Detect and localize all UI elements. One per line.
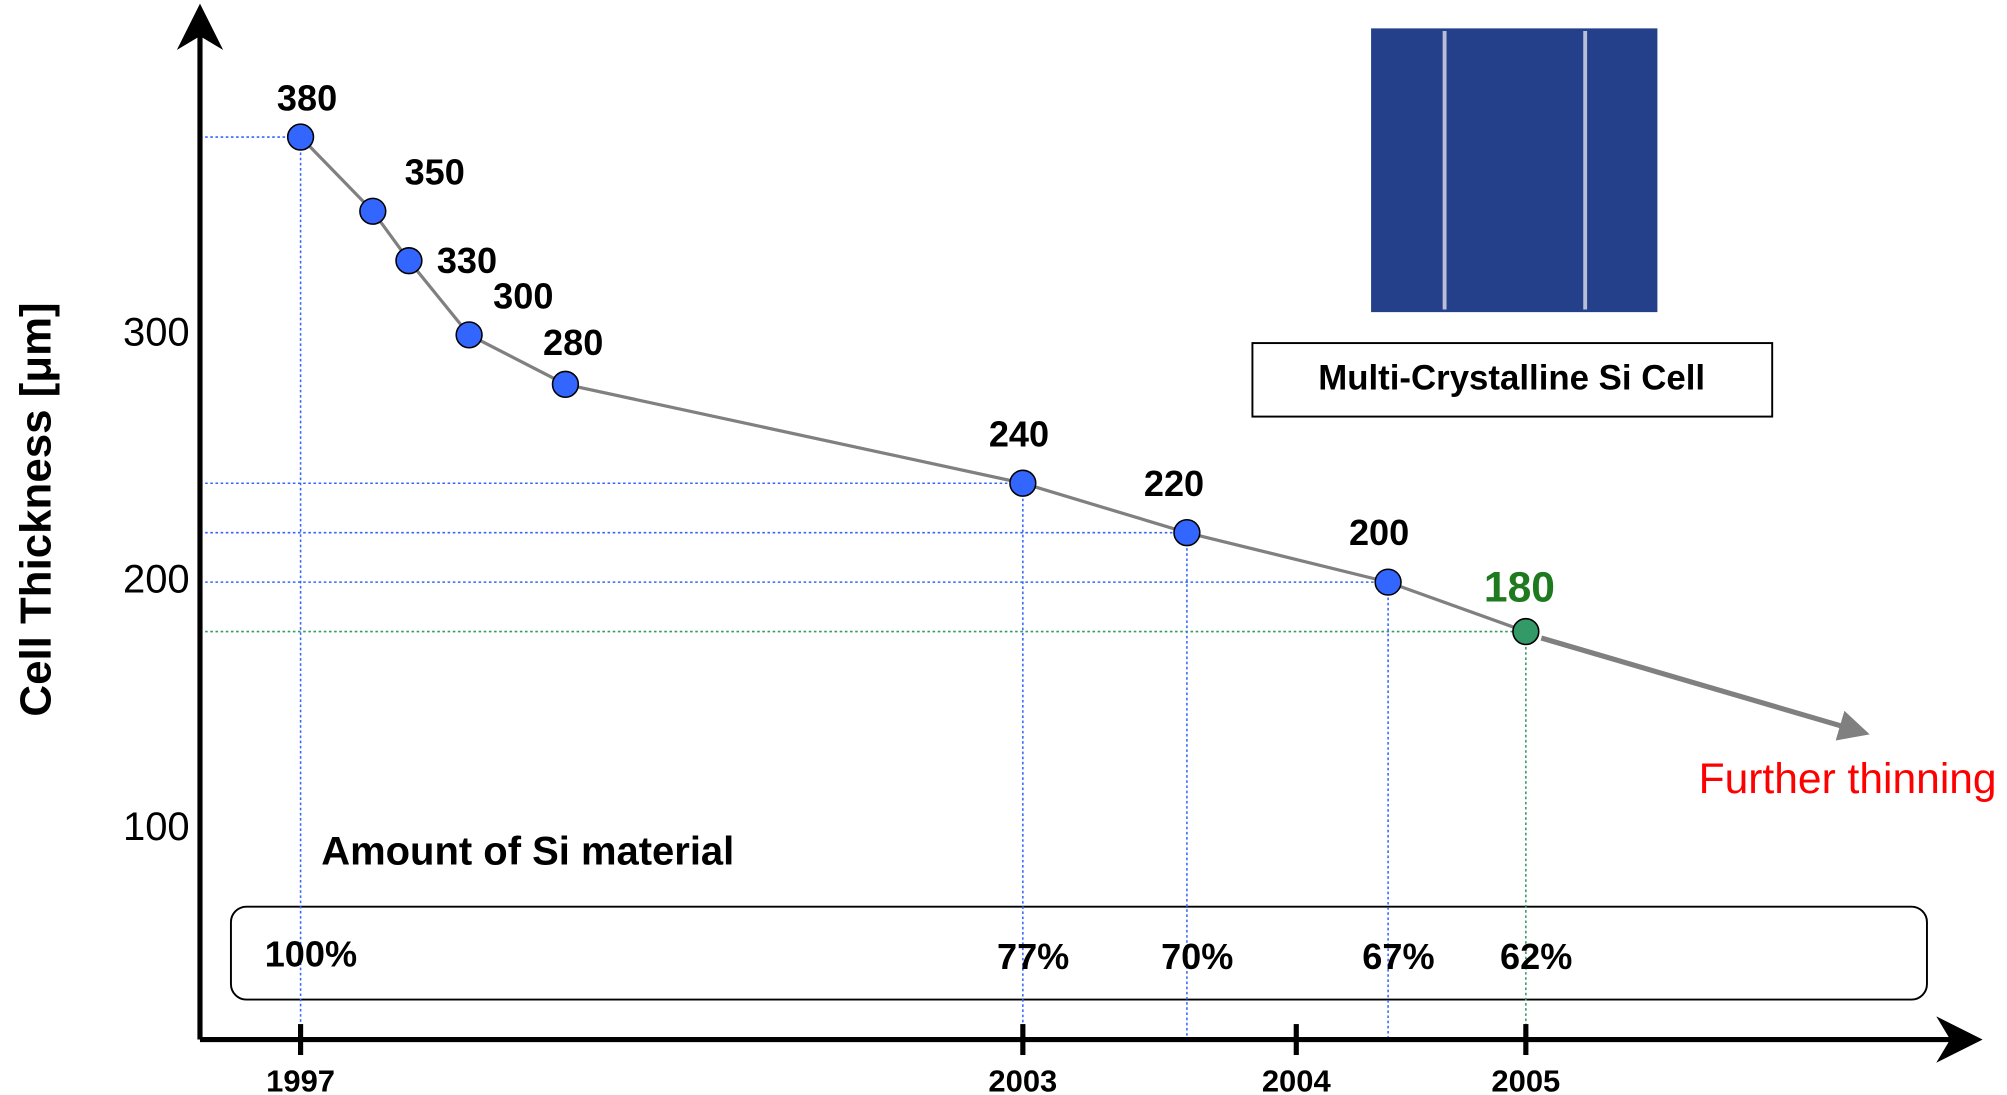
y-axis-title: Cell Thickness [μm]	[11, 302, 60, 716]
annotation: Further thinning	[1699, 755, 1997, 803]
data-label: 330	[437, 240, 497, 281]
material-title: Amount of Si material	[321, 829, 734, 873]
data-point	[288, 124, 314, 150]
material-value: 70%	[1161, 936, 1233, 977]
x-tick-label: 1997	[266, 1064, 335, 1095]
data-point	[456, 322, 482, 348]
chart: Multi-Crystalline Si Cell Amount of Si m…	[0, 0, 2007, 1095]
y-tick-label: 200	[123, 558, 190, 602]
x-tick-label: 2004	[1262, 1064, 1332, 1095]
data-label: 220	[1144, 463, 1204, 504]
data-point	[360, 198, 386, 224]
inset-label: Multi-Crystalline Si Cell	[1318, 359, 1705, 398]
data-point	[553, 371, 579, 397]
y-tick-label: 300	[123, 310, 190, 354]
material-value: 77%	[997, 936, 1069, 977]
data-label: 350	[405, 152, 465, 193]
material-value: 67%	[1362, 936, 1434, 977]
material-box	[231, 907, 1927, 1000]
material-value: 62%	[1500, 936, 1572, 977]
x-tick-label: 2005	[1491, 1064, 1560, 1095]
y-tick-label: 100	[123, 805, 190, 849]
data-label: 180	[1484, 564, 1555, 612]
data-point	[1513, 619, 1539, 645]
data-label: 300	[493, 275, 553, 316]
cell-image: Multi-Crystalline Si Cell	[1252, 28, 1772, 416]
trend-arrow	[1541, 638, 1863, 733]
data-label: 200	[1349, 512, 1409, 553]
cell-photo	[1371, 28, 1657, 312]
data-point	[396, 248, 422, 274]
data-label: 380	[277, 77, 337, 118]
material-value: 100%	[265, 934, 357, 975]
x-tick-label: 2003	[988, 1064, 1057, 1095]
data-label: 240	[989, 413, 1049, 454]
data-point	[1375, 569, 1401, 595]
page: Multi-Crystalline Si Cell Amount of Si m…	[0, 0, 2007, 1095]
data-label: 280	[543, 322, 603, 363]
data-point	[1010, 470, 1036, 496]
data-point	[1174, 520, 1200, 546]
